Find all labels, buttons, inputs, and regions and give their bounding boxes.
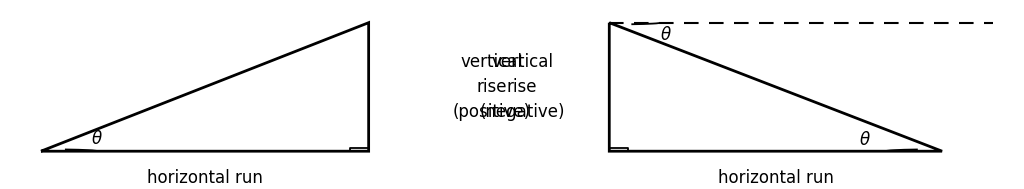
Text: horizontal run: horizontal run	[146, 169, 263, 187]
Text: horizontal run: horizontal run	[718, 169, 835, 187]
Text: $\theta$: $\theta$	[91, 130, 103, 148]
Text: vertical
rise
(negative): vertical rise (negative)	[479, 53, 565, 121]
Text: vertical
rise
(positive): vertical rise (positive)	[453, 53, 530, 121]
Text: $\theta$: $\theta$	[859, 131, 871, 149]
Text: $\theta$: $\theta$	[659, 26, 672, 44]
